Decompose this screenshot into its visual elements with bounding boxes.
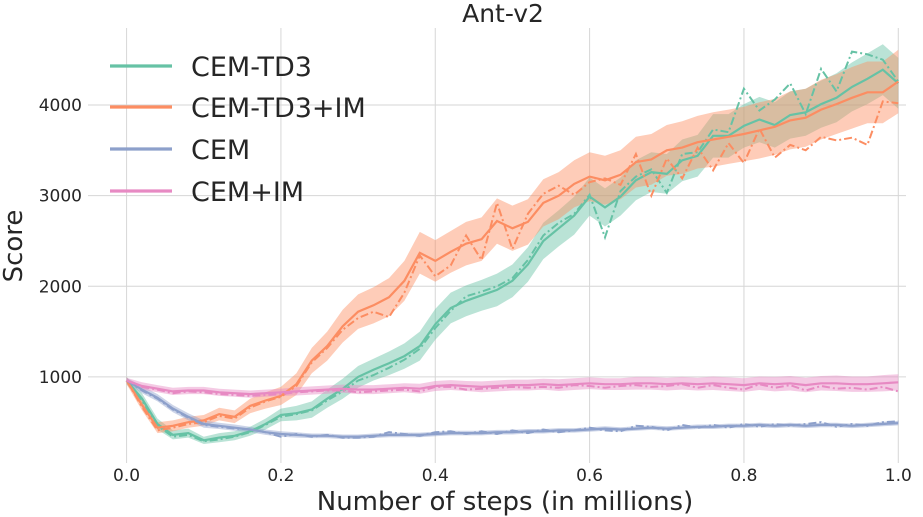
tick-labels: 0.0 0.2 0.4 0.6 0.8 1.0 1000 2000 3000 4000 — [39, 96, 912, 486]
x-tick-label: 1.0 — [885, 466, 912, 486]
x-tick-label: 0.6 — [576, 466, 603, 486]
y-tick-label: 4000 — [39, 96, 82, 116]
cem-td3-im-run-line — [125, 100, 899, 432]
cem-td3-mean-line — [125, 68, 900, 442]
y-tick-label: 2000 — [39, 277, 82, 297]
cem-im-run-line — [126, 379, 899, 397]
x-tick-label: 0.8 — [730, 466, 757, 486]
y-tick-label: 3000 — [39, 187, 82, 207]
legend-label-cem-im: CEM+IM — [191, 177, 304, 208]
plot-background — [88, 28, 906, 463]
y-tick-label: 1000 — [39, 368, 82, 388]
x-tick-label: 0.2 — [267, 466, 294, 486]
grid-lines — [88, 28, 906, 463]
series-lines — [125, 50, 900, 443]
x-tick-label: 0.4 — [422, 466, 449, 486]
legend-label-cem: CEM — [191, 135, 250, 166]
cem-run-line — [126, 379, 899, 439]
legend-label-cem-td3-im: CEM-TD3+IM — [191, 93, 366, 124]
legend: CEM-TD3 CEM-TD3+IM CEM CEM+IM — [110, 52, 366, 208]
x-axis-title: Number of steps (in millions) — [317, 487, 694, 517]
x-tick-label: 0.0 — [113, 466, 140, 486]
cem-td3-run-line — [125, 50, 900, 443]
cem-im-mean-line — [126, 379, 899, 396]
cem-mean-line — [126, 379, 899, 438]
cem-td3-im-mean-line — [125, 80, 899, 429]
legend-label-cem-td3: CEM-TD3 — [191, 52, 312, 83]
chart-title: Ant-v2 — [462, 0, 544, 28]
y-axis-title: Score — [0, 210, 29, 283]
